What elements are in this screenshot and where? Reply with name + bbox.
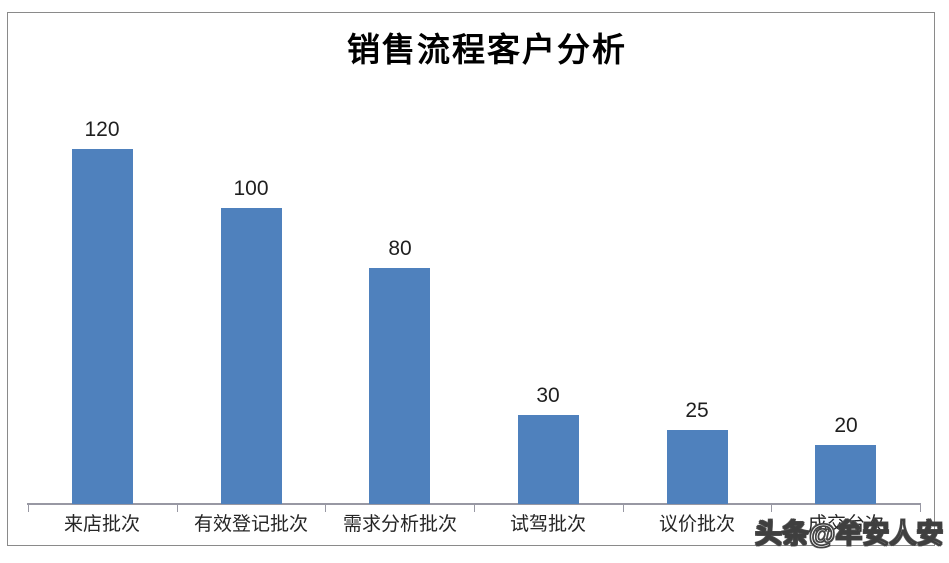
category-label: 议价批次: [658, 514, 735, 535]
bar-value-label: 100: [233, 177, 269, 200]
bar-value-label: 80: [388, 237, 412, 260]
chart-border-frame: [7, 12, 935, 546]
x-axis-tick: [177, 504, 178, 512]
x-axis-tick: [325, 504, 326, 512]
category-label: 来店批次: [63, 514, 140, 535]
bar-value-label: 25: [685, 399, 709, 422]
bar-value-label: 30: [536, 384, 560, 407]
bar: [369, 268, 430, 504]
bar: [815, 445, 876, 504]
chart-title: 销售流程客户分析: [347, 30, 627, 69]
bar-value-label: 120: [84, 118, 120, 141]
x-axis-tick: [623, 504, 624, 512]
x-axis-tick: [771, 504, 772, 512]
category-label: 试驾批次: [509, 514, 586, 535]
x-axis-tick: [474, 504, 475, 512]
bar: [518, 415, 579, 504]
bar: [221, 208, 282, 504]
x-axis-tick: [28, 504, 29, 512]
category-label: 需求分析批次: [342, 514, 457, 535]
category-label: 有效登记批次: [193, 514, 308, 535]
x-axis-tick: [920, 504, 921, 512]
bar: [667, 430, 728, 504]
category-label: 成交台次: [807, 514, 884, 535]
bar: [72, 149, 133, 504]
watermark-text: 头条@牟安人安: [754, 518, 944, 549]
bar-value-label: 20: [834, 414, 858, 437]
